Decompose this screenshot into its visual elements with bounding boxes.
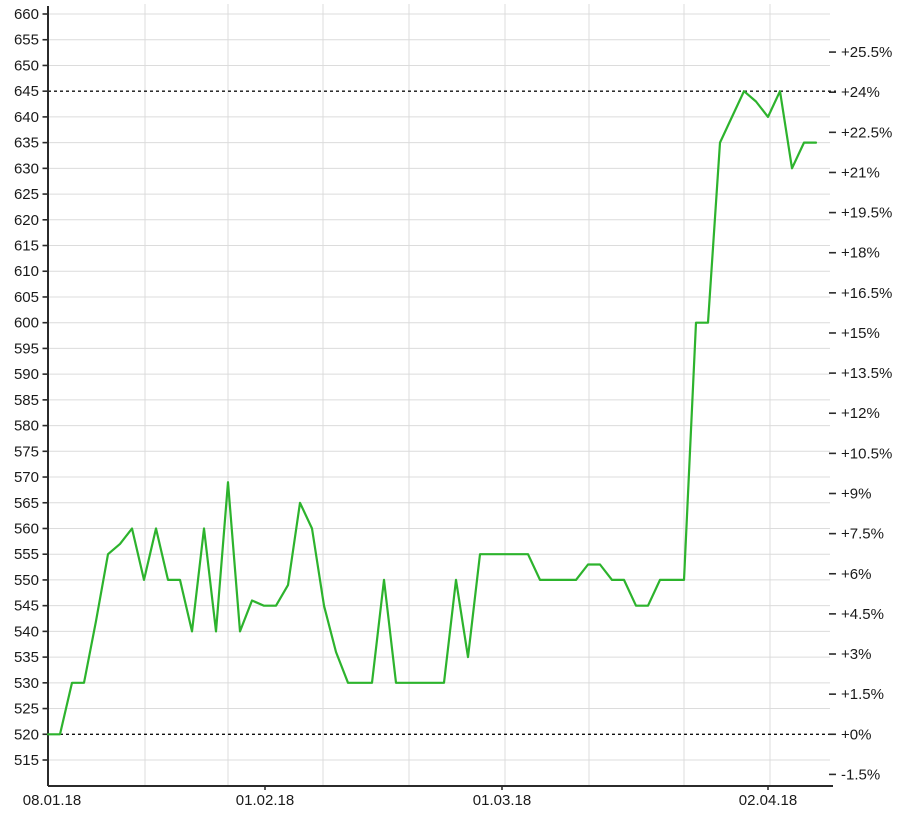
left-axis-label: 595 — [14, 340, 39, 357]
left-axis-label: 585 — [14, 392, 39, 409]
left-axis-label: 650 — [14, 57, 39, 74]
left-axis-label: 625 — [14, 186, 39, 203]
left-axis-label: 565 — [14, 495, 39, 512]
left-axis-label: 515 — [14, 752, 39, 769]
left-axis-label: 620 — [14, 212, 39, 229]
right-axis-label: +21% — [841, 164, 880, 181]
right-axis-label: +24% — [841, 84, 880, 101]
left-axis-label: 635 — [14, 135, 39, 152]
x-axis-date-label: 08.01.18 — [23, 792, 81, 809]
left-axis-label: 530 — [14, 675, 39, 692]
left-axis-label: 610 — [14, 263, 39, 280]
right-axis-label: +19.5% — [841, 205, 892, 222]
right-axis-label: +4.5% — [841, 606, 884, 623]
right-axis-label: +1.5% — [841, 686, 884, 703]
x-axis-date-label: 01.02.18 — [236, 792, 294, 809]
right-axis-label: +22.5% — [841, 124, 892, 141]
x-axis-date-label: 01.03.18 — [473, 792, 531, 809]
left-axis-label: 535 — [14, 649, 39, 666]
right-axis-label: -1.5% — [841, 766, 880, 783]
right-axis-label: +16.5% — [841, 285, 892, 302]
right-axis-label: +7.5% — [841, 526, 884, 543]
left-axis-label: 655 — [14, 32, 39, 49]
left-axis-label: 540 — [14, 623, 39, 640]
right-axis-label: +10.5% — [841, 445, 892, 462]
right-axis-label: +25.5% — [841, 44, 892, 61]
left-axis-label: 630 — [14, 160, 39, 177]
left-axis-label: 660 — [14, 6, 39, 23]
x-axis-date-label: 02.04.18 — [739, 792, 797, 809]
left-axis-label: 570 — [14, 469, 39, 486]
left-axis-label: 640 — [14, 109, 39, 126]
right-axis-label: +18% — [841, 245, 880, 262]
left-axis-label: 600 — [14, 315, 39, 332]
left-axis-label: 590 — [14, 366, 39, 383]
left-axis-label: 645 — [14, 83, 39, 100]
left-axis-label: 615 — [14, 238, 39, 255]
left-axis-label: 605 — [14, 289, 39, 306]
left-axis-label: 555 — [14, 546, 39, 563]
left-axis-label: 545 — [14, 598, 39, 615]
left-axis-label: 525 — [14, 701, 39, 718]
price-line — [46, 90, 818, 736]
right-axis-label: +15% — [841, 325, 880, 342]
left-axis-label: 550 — [14, 572, 39, 589]
right-axis-label: +0% — [841, 726, 871, 743]
right-axis-label: +6% — [841, 566, 871, 583]
right-axis-label: +3% — [841, 646, 871, 663]
right-axis-label: +9% — [841, 485, 871, 502]
left-axis-label: 580 — [14, 418, 39, 435]
right-axis-label: +13.5% — [841, 365, 892, 382]
left-axis-label: 575 — [14, 443, 39, 460]
left-axis-label: 560 — [14, 520, 39, 537]
left-axis-label: 520 — [14, 726, 39, 743]
right-axis-label: +12% — [841, 405, 880, 422]
